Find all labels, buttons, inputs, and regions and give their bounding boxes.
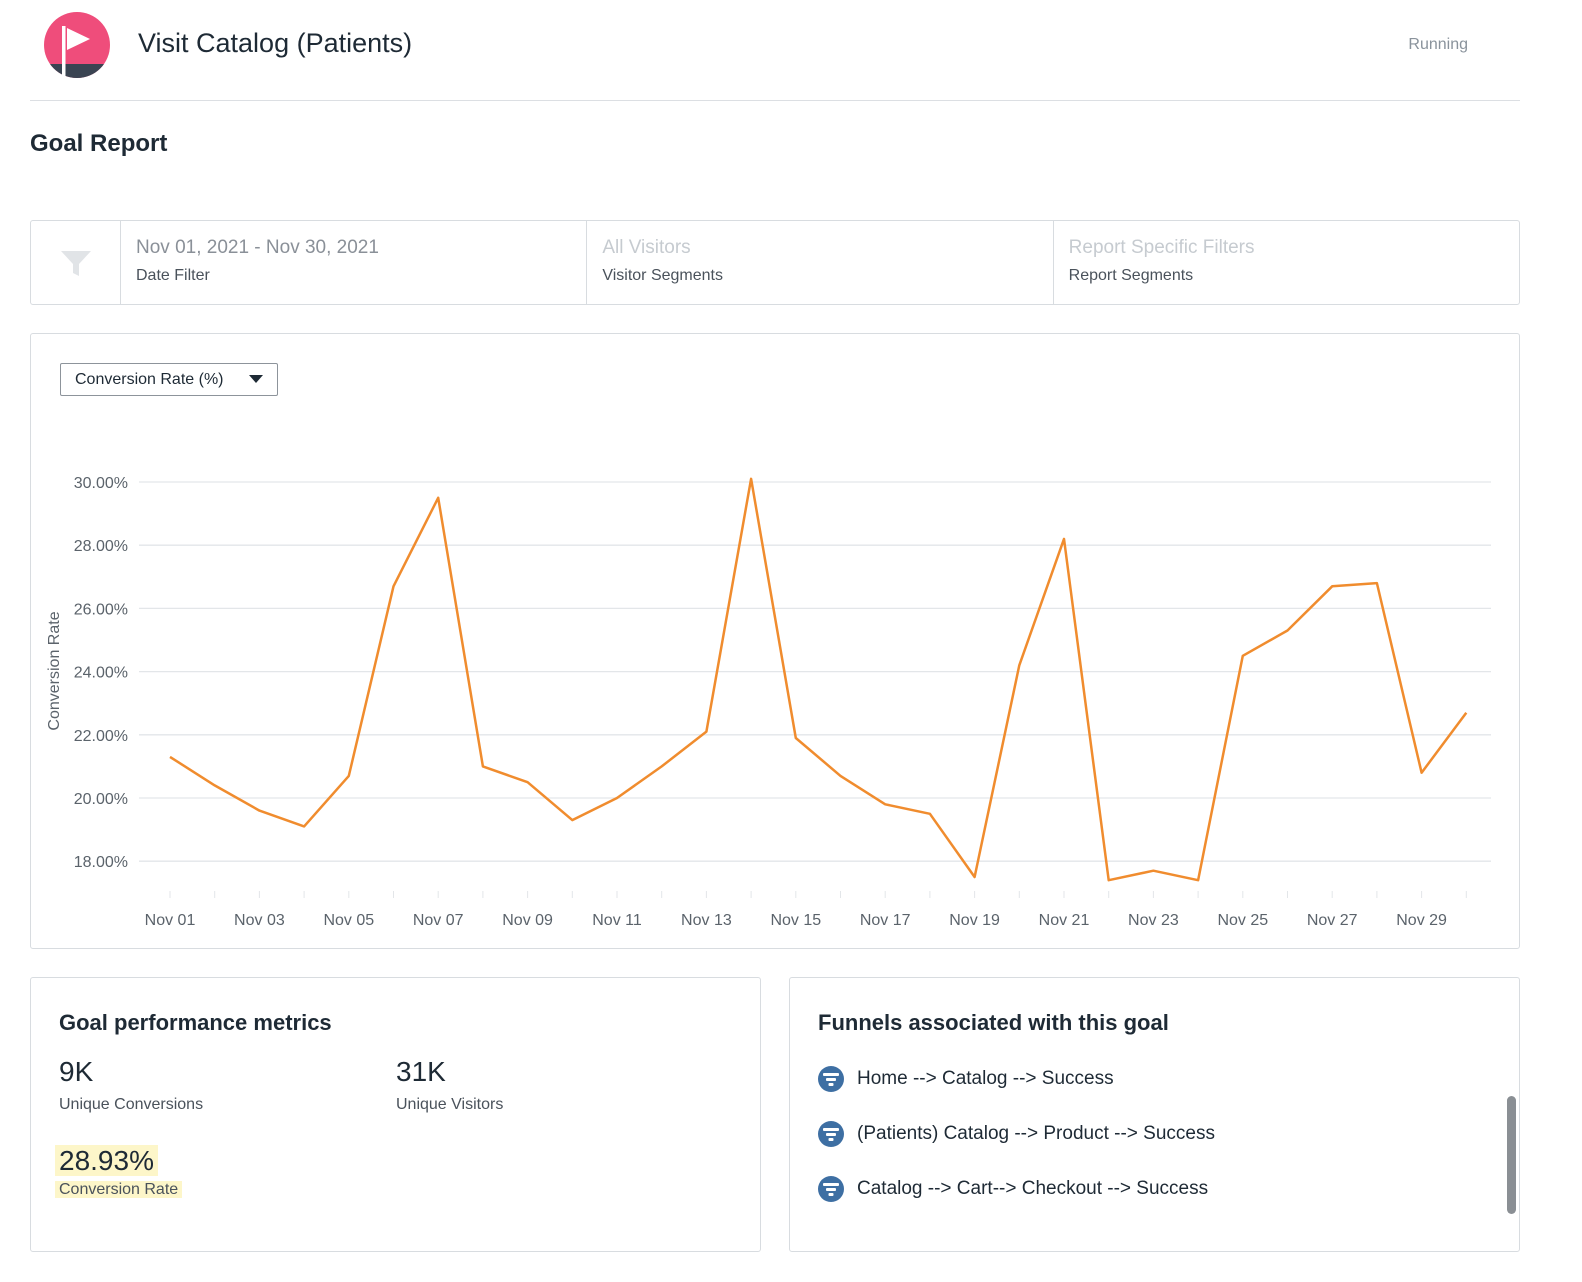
filter-bar: Nov 01, 2021 - Nov 30, 2021 Date Filter … bbox=[30, 220, 1520, 305]
funnel-icon bbox=[818, 1066, 844, 1092]
data-point[interactable] bbox=[748, 476, 754, 482]
metric-selector-dropdown[interactable]: Conversion Rate (%) bbox=[60, 363, 278, 396]
x-tick-label: Nov 23 bbox=[1128, 912, 1179, 929]
chevron-down-icon bbox=[249, 375, 263, 383]
data-point[interactable] bbox=[972, 874, 978, 880]
data-point[interactable] bbox=[1329, 583, 1335, 589]
section-title: Goal Report bbox=[30, 130, 168, 157]
conversion-rate-chart: 18.00% 20.00% 22.00% 24.00% 26.00% 28.00% 30.0… bbox=[46, 475, 1491, 929]
data-point[interactable] bbox=[1463, 710, 1469, 716]
data-point[interactable] bbox=[1374, 580, 1380, 586]
data-point[interactable] bbox=[838, 773, 844, 779]
app-header: Visit Catalog (Patients) Running bbox=[30, 0, 1520, 101]
funnel-label: Home --> Catalog --> Success bbox=[857, 1068, 1114, 1089]
filter-funnel-icon bbox=[60, 250, 91, 276]
y-tick-label: 22.00% bbox=[74, 728, 128, 745]
data-point[interactable] bbox=[569, 817, 575, 823]
date-filter-label: Date Filter bbox=[136, 267, 210, 284]
report-segments-value: Report Specific Filters bbox=[1068, 237, 1255, 258]
x-tick-label: Nov 17 bbox=[860, 912, 911, 929]
funnel-link[interactable]: Catalog --> Cart--> Checkout --> Success bbox=[818, 1176, 1208, 1202]
x-tick-label: Nov 29 bbox=[1396, 912, 1447, 929]
data-point[interactable] bbox=[659, 763, 665, 769]
conversion-rate-value: 28.93% bbox=[55, 1145, 158, 1176]
conversion-rate-metric: 28.93% Conversion Rate bbox=[55, 1145, 183, 1199]
x-tick-label: Nov 27 bbox=[1307, 912, 1358, 929]
data-point[interactable] bbox=[256, 808, 262, 814]
data-point[interactable] bbox=[1419, 770, 1425, 776]
funnel-link[interactable]: (Patients) Catalog --> Product --> Succe… bbox=[818, 1121, 1215, 1147]
y-tick-label: 24.00% bbox=[74, 665, 128, 682]
x-tick-label: Nov 07 bbox=[413, 912, 464, 929]
data-point[interactable] bbox=[882, 801, 888, 807]
chart-panel: 18.00% 20.00% 22.00% 24.00% 26.00% 28.00% 30.0… bbox=[30, 333, 1520, 949]
y-axis-title: Conversion Rate bbox=[46, 611, 63, 730]
funnels-card: Funnels associated with this goal Home -… bbox=[789, 977, 1520, 1252]
x-tick-label: Nov 21 bbox=[1039, 912, 1090, 929]
funnel-icon bbox=[818, 1176, 844, 1202]
data-point[interactable] bbox=[793, 735, 799, 741]
data-point[interactable] bbox=[703, 729, 709, 735]
x-tick-label: Nov 19 bbox=[949, 912, 1000, 929]
data-point[interactable] bbox=[614, 795, 620, 801]
x-tick-label: Nov 25 bbox=[1217, 912, 1268, 929]
x-tick-label: Nov 01 bbox=[145, 912, 196, 929]
x-tick-label: Nov 03 bbox=[234, 912, 285, 929]
x-tick-label: Nov 11 bbox=[592, 912, 642, 929]
metric-selector-label: Conversion Rate (%) bbox=[75, 370, 224, 388]
report-segments-filter[interactable]: Report Specific Filters Report Segments bbox=[1054, 221, 1519, 304]
unique-visitors-label: Unique Visitors bbox=[396, 1096, 504, 1113]
goal-metrics-title: Goal performance metrics bbox=[59, 1010, 332, 1035]
flag-logo-icon bbox=[44, 12, 110, 78]
unique-visitors-value: 31K bbox=[396, 1056, 446, 1087]
funnel-label: Catalog --> Cart--> Checkout --> Success bbox=[857, 1178, 1209, 1199]
report-segments-label: Report Segments bbox=[1068, 267, 1194, 284]
y-tick-label: 28.00% bbox=[74, 538, 128, 555]
unique-conversions-label: Unique Conversions bbox=[59, 1096, 204, 1113]
filter-button[interactable] bbox=[31, 221, 121, 304]
data-point[interactable] bbox=[1106, 877, 1112, 883]
scrollbar-thumb[interactable] bbox=[1507, 1096, 1516, 1214]
data-point[interactable] bbox=[927, 811, 933, 817]
page-title: Visit Catalog (Patients) bbox=[138, 28, 413, 58]
conversion-rate-line bbox=[169, 477, 1468, 882]
data-point[interactable] bbox=[1195, 877, 1201, 883]
funnel-icon bbox=[818, 1121, 844, 1147]
data-point[interactable] bbox=[1061, 536, 1067, 542]
data-point[interactable] bbox=[301, 823, 307, 829]
status-label: Running bbox=[1408, 36, 1468, 53]
data-point[interactable] bbox=[346, 773, 352, 779]
unique-visitors-metric: 31K Unique Visitors bbox=[396, 1056, 503, 1114]
x-tick-label: Nov 15 bbox=[770, 912, 821, 929]
unique-conversions-metric: 9K Unique Conversions bbox=[59, 1056, 203, 1114]
y-tick-label: 20.00% bbox=[74, 791, 128, 808]
funnel-link[interactable]: Home --> Catalog --> Success bbox=[818, 1066, 1114, 1092]
x-tick-label: Nov 09 bbox=[502, 912, 553, 929]
data-point[interactable] bbox=[1016, 662, 1022, 668]
x-tick-label: Nov 13 bbox=[681, 912, 732, 929]
data-point[interactable] bbox=[525, 779, 531, 785]
goal-metrics-card: Goal performance metrics 9K Unique Conve… bbox=[30, 977, 761, 1252]
x-tick-label: Nov 05 bbox=[323, 912, 374, 929]
visitor-segments-label: Visitor Segments bbox=[602, 267, 723, 284]
y-tick-label: 26.00% bbox=[74, 601, 128, 618]
data-point[interactable] bbox=[167, 754, 173, 760]
funnels-title: Funnels associated with this goal bbox=[818, 1010, 1169, 1035]
unique-conversions-value: 9K bbox=[59, 1056, 94, 1087]
data-point[interactable] bbox=[1240, 653, 1246, 659]
data-point[interactable] bbox=[1150, 868, 1156, 874]
visitor-segments-filter[interactable]: All Visitors Visitor Segments bbox=[587, 221, 1054, 304]
data-point[interactable] bbox=[1285, 628, 1291, 634]
date-filter-value: Nov 01, 2021 - Nov 30, 2021 bbox=[136, 237, 379, 258]
data-point[interactable] bbox=[391, 583, 397, 589]
funnel-label: (Patients) Catalog --> Product --> Succe… bbox=[857, 1123, 1215, 1144]
date-filter[interactable]: Nov 01, 2021 - Nov 30, 2021 Date Filter bbox=[121, 221, 588, 304]
conversion-rate-label: Conversion Rate bbox=[55, 1181, 183, 1198]
y-tick-label: 18.00% bbox=[74, 854, 128, 871]
data-point[interactable] bbox=[480, 763, 486, 769]
y-tick-label: 30.00% bbox=[74, 475, 128, 492]
data-point[interactable] bbox=[212, 782, 218, 788]
visitor-segments-value: All Visitors bbox=[602, 237, 691, 258]
data-point[interactable] bbox=[435, 495, 441, 501]
